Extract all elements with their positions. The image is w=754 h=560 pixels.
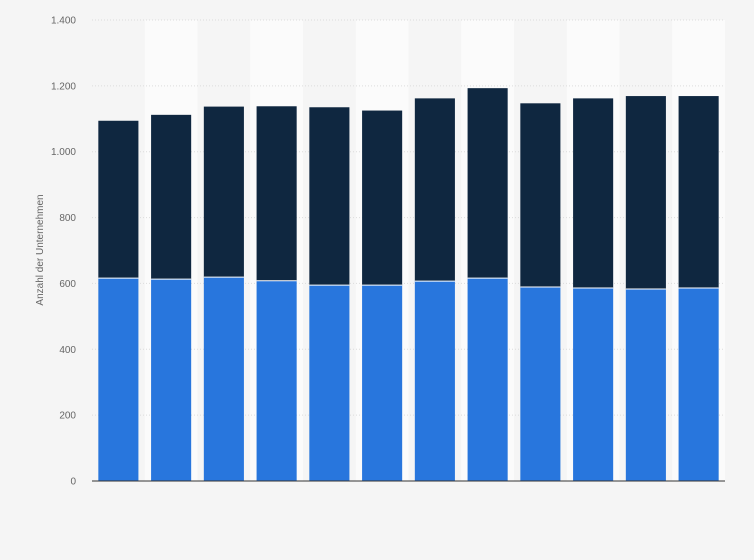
bar-segment-series-1 (362, 285, 403, 481)
bar-segment-series-2 (256, 106, 297, 281)
bar-segment-series-1 (625, 289, 666, 481)
y-tick-label: 1.400 (51, 16, 76, 27)
bar-segment-series-1 (98, 278, 139, 481)
y-tick-label: 1.000 (51, 147, 76, 158)
y-tick-label: 0 (70, 477, 76, 488)
bar-segment-series-1 (520, 287, 561, 481)
bar-segment-series-2 (98, 120, 139, 279)
y-tick-label: 1.200 (51, 81, 76, 92)
bar-segment-series-1 (256, 280, 297, 481)
grid-lines (92, 19, 725, 416)
bar-segment-series-2 (309, 107, 350, 286)
bar-segment-series-1 (573, 288, 614, 481)
bar-segment-series-1 (678, 288, 719, 481)
bar-segment-series-2 (625, 96, 666, 290)
bar-segment-series-2 (678, 96, 719, 289)
bars (98, 88, 719, 481)
bar-segment-series-1 (467, 278, 508, 481)
y-tick-label: 600 (59, 279, 76, 290)
bar-segment-series-1 (309, 285, 350, 481)
bar-segment-series-1 (414, 281, 455, 481)
y-tick-label: 200 (59, 411, 76, 422)
y-tick-label: 400 (59, 345, 76, 356)
bar-segment-series-2 (414, 98, 455, 282)
bar-segment-series-2 (573, 98, 614, 289)
bar-segment-series-2 (151, 114, 192, 280)
bar-segment-series-1 (203, 277, 244, 481)
bar-segment-series-2 (520, 103, 561, 288)
bar-segment-series-1 (151, 279, 192, 481)
y-tick-label: 800 (59, 213, 76, 224)
y-axis-ticks: 0 200 400 600 800 1.000 1.200 1.400 (51, 16, 76, 488)
bar-segment-series-2 (203, 106, 244, 278)
y-axis-label: Anzahl der Unternehmen (35, 194, 46, 305)
bar-segment-series-2 (467, 88, 508, 279)
bar-segment-series-2 (362, 110, 403, 286)
